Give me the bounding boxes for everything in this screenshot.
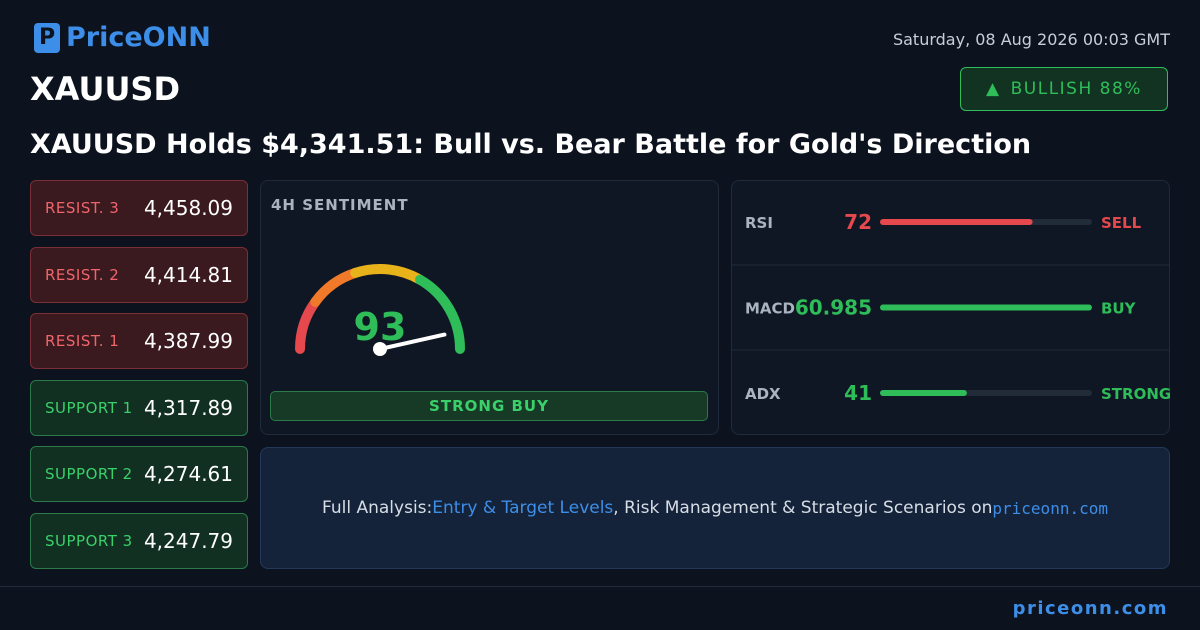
gauge-needle — [378, 332, 447, 351]
level-value: 4,387.99 — [143, 329, 233, 354]
badge-text: BULLISH 88% — [1010, 79, 1142, 99]
cta-prefix: Full Analysis: — [322, 498, 433, 518]
sentiment-badge: ▲ BULLISH 88% — [960, 67, 1168, 111]
level-value: 4,247.79 — [143, 529, 233, 553]
indicator-bar — [880, 390, 967, 396]
level: SUPPORT 2 4,274.61 — [30, 446, 248, 503]
gauge-segment — [294, 296, 321, 354]
level-value: 4,274.61 — [143, 462, 233, 487]
level: RESIST. 1 4,387.99 — [30, 313, 248, 370]
gauge-segment — [310, 267, 361, 307]
indicator-bar — [880, 304, 1092, 311]
level-value: 4,317.89 — [143, 395, 233, 420]
level: SUPPORT 1 4,317.89 — [30, 379, 248, 436]
footer: priceonn.com — [1012, 598, 1168, 619]
logo: P PriceONN — [34, 22, 211, 53]
level-label: SUPPORT 2 — [45, 465, 133, 484]
cta-link: Entry & Target Levels — [432, 498, 614, 518]
sentiment-title: 4H SENTIMENT — [271, 196, 409, 214]
gauge: 93 — [294, 264, 465, 356]
level-label: SUPPORT 3 — [45, 532, 133, 550]
indicator-value: 72 — [844, 210, 872, 234]
level: SUPPORT 3 4,247.79 — [30, 513, 248, 569]
logo-text: PriceONN — [66, 22, 211, 53]
rule — [0, 586, 1200, 587]
level: RESIST. 3 4,458.09 — [30, 180, 248, 236]
indicator-value: 60.985 — [795, 296, 872, 320]
logo-icon: P — [34, 22, 60, 53]
gauge-segment — [350, 264, 425, 285]
gauge-segment — [415, 274, 465, 354]
symbol: XAUUSD — [30, 70, 181, 108]
gauge-arc — [294, 264, 465, 354]
level-value: 4,414.81 — [143, 262, 233, 287]
indicator-signal: BUY — [1101, 300, 1137, 318]
indicator-name: ADX — [745, 385, 781, 403]
level-label: RESIST. 2 — [45, 265, 120, 284]
level-label: RESIST. 1 — [45, 332, 120, 351]
indicator-signal: STRONG — [1101, 385, 1170, 403]
indicator-name: MACD — [745, 300, 795, 318]
indicator-value: 41 — [844, 381, 872, 405]
level-label: SUPPORT 1 — [45, 398, 133, 417]
date: Saturday, 08 Aug 2026 00:03 GMT — [892, 30, 1170, 49]
level-label: RESIST. 3 — [45, 199, 120, 217]
headline: XAUUSD Holds $4,341.51: Bull vs. Bear Ba… — [30, 129, 1032, 160]
badge-arrow: ▲ — [986, 79, 1001, 99]
gauge-score: 93 — [354, 305, 407, 349]
indicator-bar — [880, 219, 1033, 225]
cta-middle: , Risk Management & Strategic Scenarios … — [613, 498, 993, 518]
indicator-name: RSI — [745, 214, 773, 232]
level: RESIST. 2 4,414.81 — [30, 246, 248, 303]
sentiment-signal: STRONG BUY — [270, 391, 708, 421]
indicator-signal: SELL — [1101, 214, 1142, 232]
level-value: 4,458.09 — [143, 196, 233, 220]
gauge-hub — [373, 342, 387, 356]
cta-site: priceonn.com — [992, 498, 1108, 518]
cta: Full Analysis: Entry & Target Levels, Ri… — [260, 447, 1170, 569]
indicators: RSI 72 SELL MACD 60.985 BUY ADX 41 STRONG — [731, 210, 1170, 405]
